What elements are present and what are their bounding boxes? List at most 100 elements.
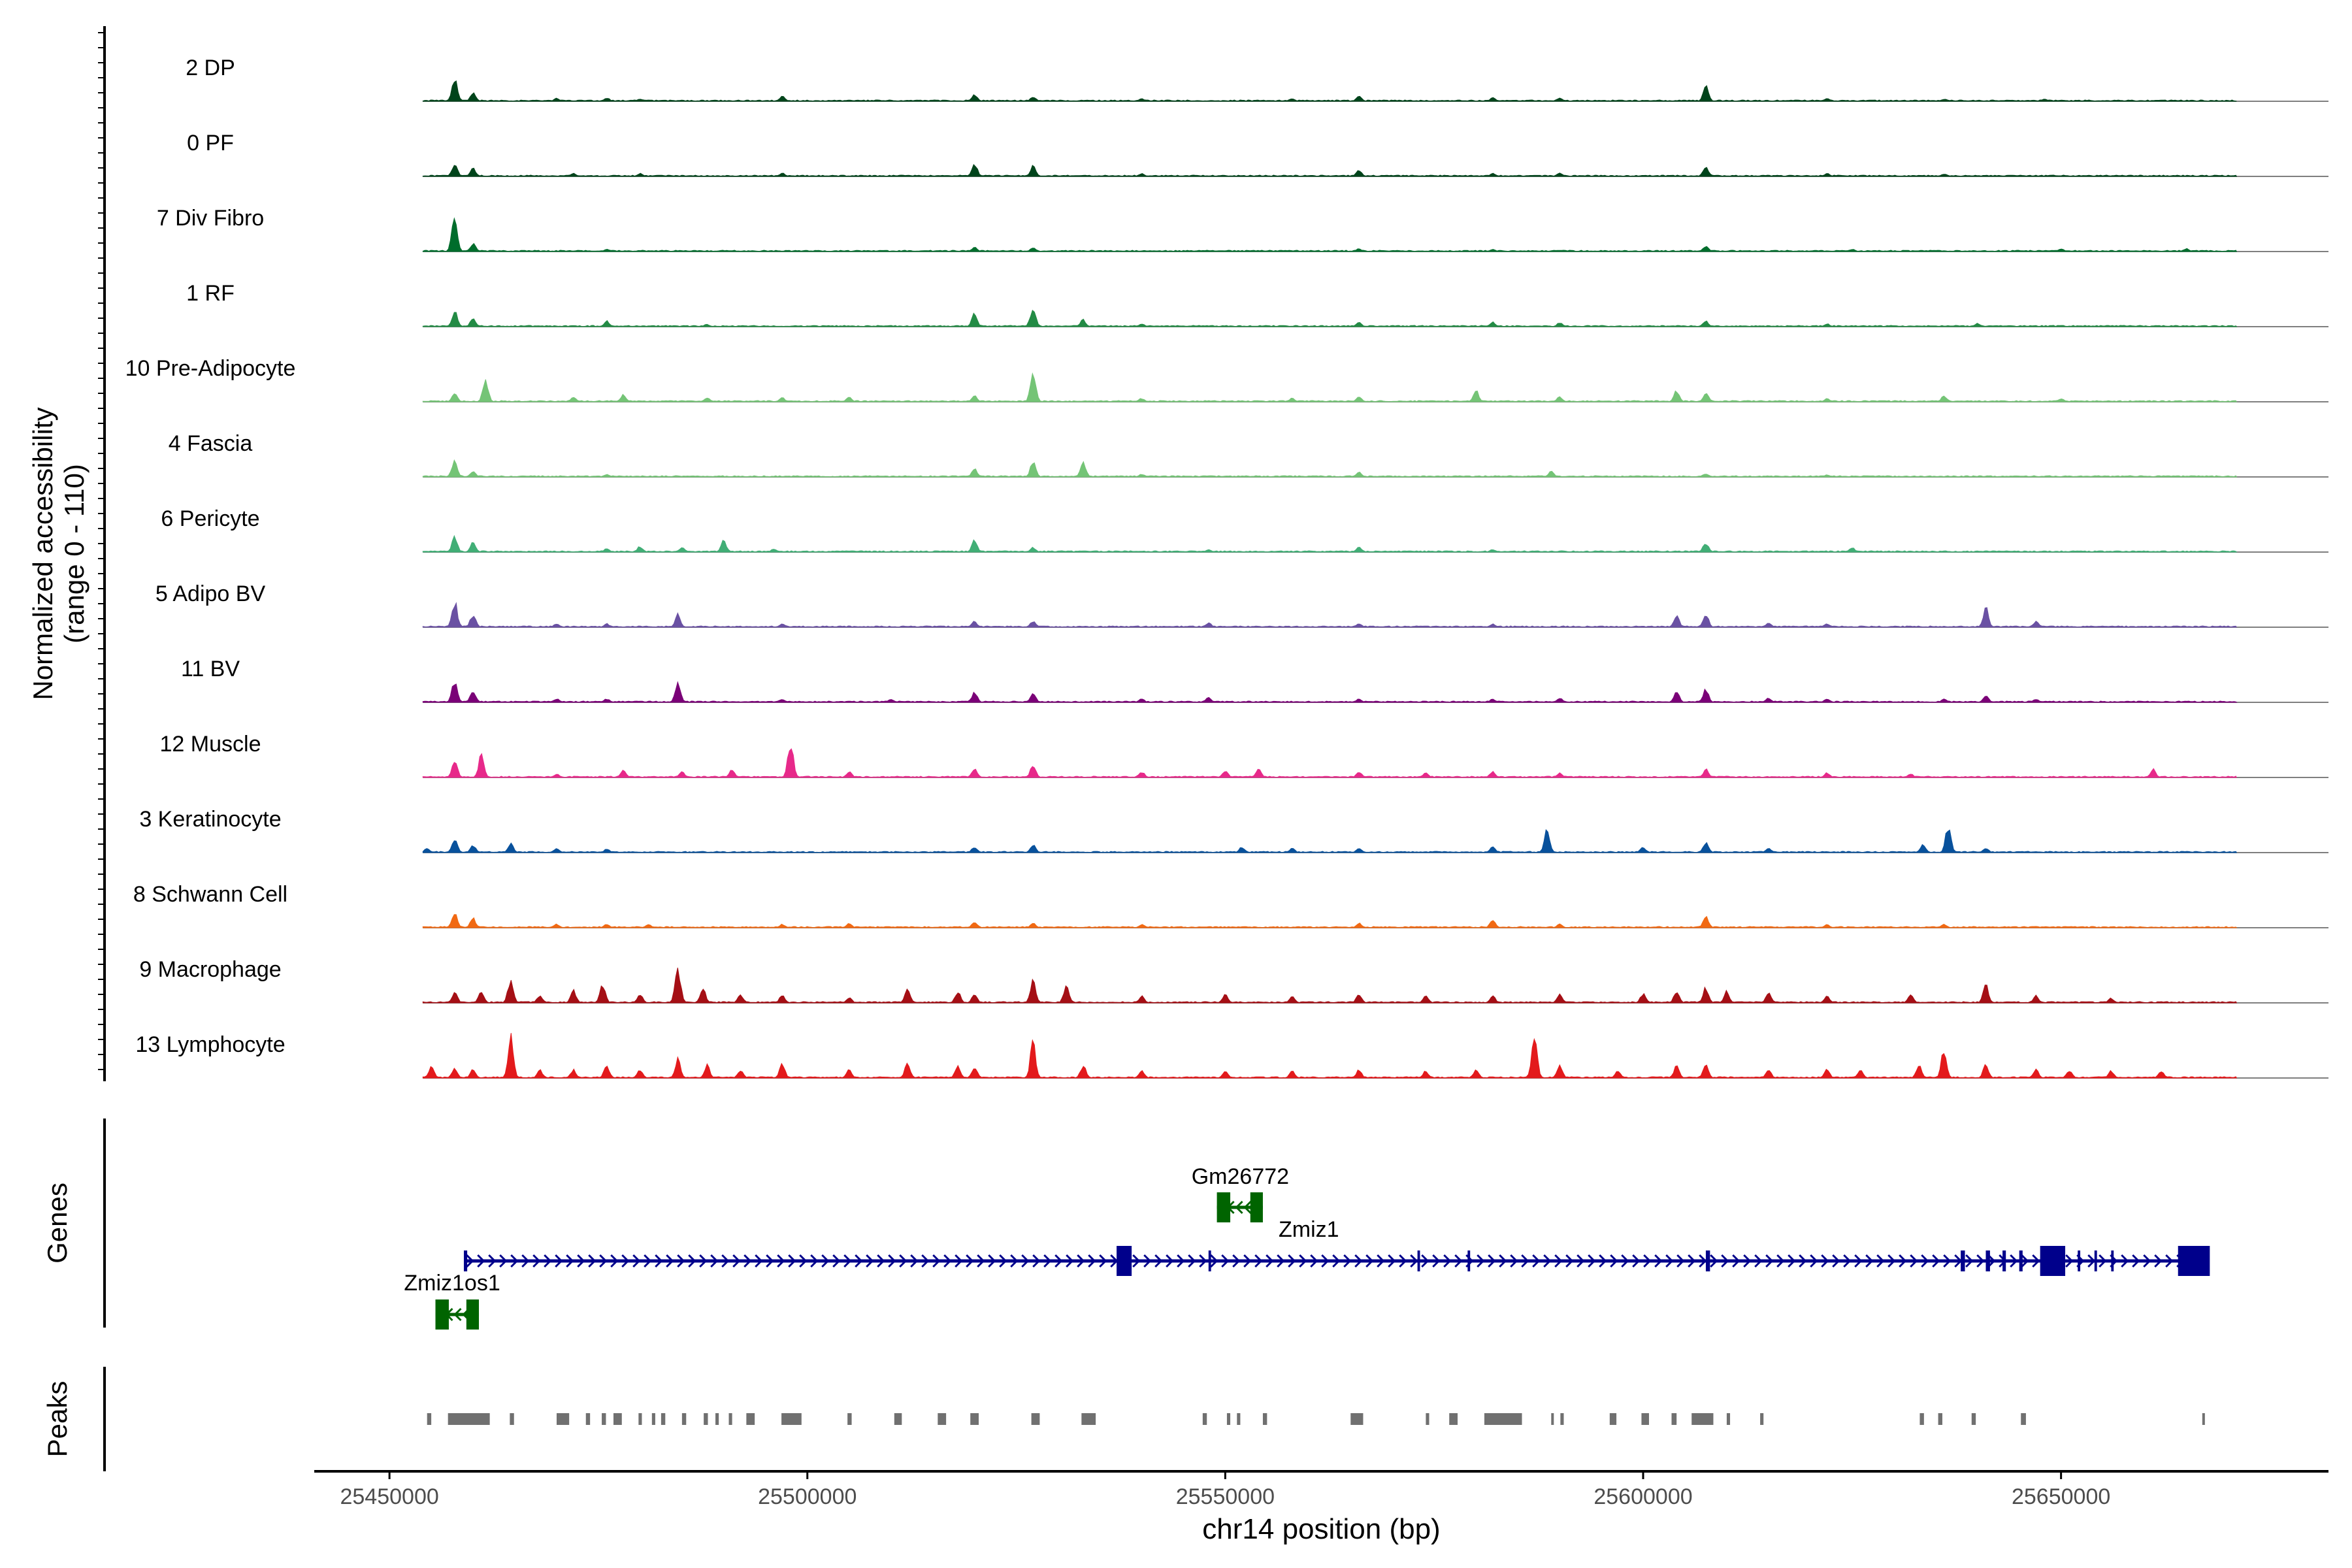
peak-region bbox=[746, 1413, 755, 1425]
strand-chevron bbox=[1799, 1254, 1807, 1268]
strand-chevron bbox=[621, 1254, 630, 1268]
strand-chevron bbox=[1710, 1254, 1718, 1268]
strand-chevron bbox=[977, 1254, 985, 1268]
exon bbox=[1208, 1250, 1211, 1271]
strand-chevron bbox=[1099, 1254, 1107, 1268]
peak-region bbox=[1671, 1413, 1677, 1425]
strand-chevron bbox=[843, 1254, 852, 1268]
strand-chevron bbox=[1976, 1254, 1985, 1268]
peak-region bbox=[556, 1413, 570, 1425]
strand-chevron bbox=[1676, 1254, 1685, 1268]
exon bbox=[435, 1299, 449, 1330]
strand-chevron bbox=[1421, 1254, 1429, 1268]
track-8: 5 Adipo BV bbox=[155, 581, 2328, 628]
x-axis-ticks: 25450000 25500000 25550000 25600000 25650000 bbox=[340, 1471, 2110, 1509]
gene-label: Zmiz1 bbox=[1279, 1217, 1339, 1242]
peak-region bbox=[1726, 1413, 1731, 1425]
peak-region bbox=[1760, 1413, 1764, 1425]
strand-chevron bbox=[2099, 1254, 2107, 1268]
strand-chevron bbox=[1754, 1254, 1763, 1268]
strand-chevron bbox=[1554, 1254, 1563, 1268]
strand-chevron bbox=[855, 1254, 863, 1268]
strand-chevron bbox=[1143, 1254, 1152, 1268]
strand-chevron bbox=[1243, 1254, 1252, 1268]
strand-chevron bbox=[588, 1254, 596, 1268]
strand-chevron bbox=[1266, 1254, 1274, 1268]
coverage-area bbox=[422, 372, 2238, 402]
strand-chevron bbox=[510, 1254, 519, 1268]
strand-chevron bbox=[1832, 1254, 1840, 1268]
coverage-area bbox=[422, 828, 2238, 853]
strand-chevron bbox=[566, 1254, 574, 1268]
strand-chevron bbox=[1987, 1254, 1996, 1268]
peak-region bbox=[1919, 1413, 1924, 1425]
peak-region bbox=[638, 1413, 642, 1425]
strand-chevron bbox=[1765, 1254, 1774, 1268]
strand-chevron bbox=[2032, 1254, 2040, 1268]
strand-chevron bbox=[577, 1254, 585, 1268]
strand-chevron bbox=[1843, 1254, 1852, 1268]
strand-chevron bbox=[1688, 1254, 1696, 1268]
peak-region bbox=[1551, 1413, 1554, 1425]
x-tick-label: 25600000 bbox=[1593, 1484, 1692, 1509]
peaks-panel-label: Peaks bbox=[42, 1381, 73, 1458]
exon bbox=[2040, 1246, 2066, 1276]
strand-chevron bbox=[2010, 1254, 2018, 1268]
peak-region bbox=[1350, 1413, 1364, 1425]
strand-chevron bbox=[1599, 1254, 1607, 1268]
exon bbox=[1467, 1250, 1471, 1271]
coverage-panel: 2 DP 0 PF 7 Div Fibro 1 RF 10 Pre-Adipocyte 4… bbox=[125, 56, 2328, 1079]
strand-chevron bbox=[1365, 1254, 1374, 1268]
strand-chevron bbox=[899, 1254, 907, 1268]
x-axis-title: chr14 position (bp) bbox=[1202, 1513, 1440, 1545]
strand-chevron bbox=[955, 1254, 963, 1268]
strand-chevron bbox=[2087, 1254, 2096, 1268]
y-axis-title-line-2: (range 0 - 110) bbox=[59, 464, 90, 644]
strand-chevron bbox=[644, 1254, 652, 1268]
strand-chevron bbox=[1943, 1254, 1952, 1268]
strand-chevron bbox=[610, 1254, 619, 1268]
strand-chevron bbox=[788, 1254, 796, 1268]
track-4: 1 RF bbox=[186, 281, 2328, 327]
peak-region bbox=[585, 1413, 591, 1425]
strand-chevron bbox=[1310, 1254, 1318, 1268]
strand-chevron bbox=[2065, 1254, 2074, 1268]
strand-chevron bbox=[1477, 1254, 1485, 1268]
strand-chevron bbox=[1499, 1254, 1507, 1268]
strand-chevron bbox=[2121, 1254, 2129, 1268]
track-14: 13 Lymphocyte bbox=[135, 1032, 2328, 1079]
strand-chevron bbox=[466, 1254, 474, 1268]
strand-chevron bbox=[1699, 1254, 1707, 1268]
strand-chevron bbox=[1299, 1254, 1307, 1268]
track-label: 6 Pericyte bbox=[161, 506, 259, 531]
strand-chevron bbox=[932, 1254, 941, 1268]
peak-region bbox=[1971, 1413, 1976, 1425]
track-9: 11 BV bbox=[181, 657, 2328, 703]
exon bbox=[1417, 1250, 1420, 1271]
strand-chevron bbox=[755, 1254, 763, 1268]
peak-region bbox=[1226, 1413, 1231, 1425]
strand-chevron bbox=[777, 1254, 785, 1268]
track-label: 9 Macrophage bbox=[139, 957, 281, 982]
strand-chevron bbox=[1621, 1254, 1629, 1268]
track-label: 11 BV bbox=[181, 657, 240, 681]
strand-chevron bbox=[988, 1254, 996, 1268]
exon bbox=[1985, 1250, 1990, 1271]
exon bbox=[2178, 1246, 2210, 1276]
strand-chevron bbox=[799, 1254, 808, 1268]
track-label: 10 Pre-Adipocyte bbox=[125, 356, 296, 381]
exon bbox=[2111, 1250, 2114, 1271]
strand-chevron bbox=[477, 1254, 485, 1268]
strand-chevron bbox=[1721, 1254, 1729, 1268]
strand-chevron bbox=[877, 1254, 885, 1268]
strand-chevron bbox=[1821, 1254, 1829, 1268]
peaks-panel bbox=[427, 1413, 2205, 1425]
track-label: 8 Schwann Cell bbox=[133, 882, 287, 907]
strand-chevron bbox=[710, 1254, 719, 1268]
exon bbox=[1117, 1246, 1132, 1276]
strand-chevron bbox=[1543, 1254, 1552, 1268]
strand-chevron bbox=[2154, 1254, 2163, 1268]
peak-region bbox=[1031, 1413, 1040, 1425]
strand-chevron bbox=[1410, 1254, 1418, 1268]
strand-chevron bbox=[943, 1254, 952, 1268]
